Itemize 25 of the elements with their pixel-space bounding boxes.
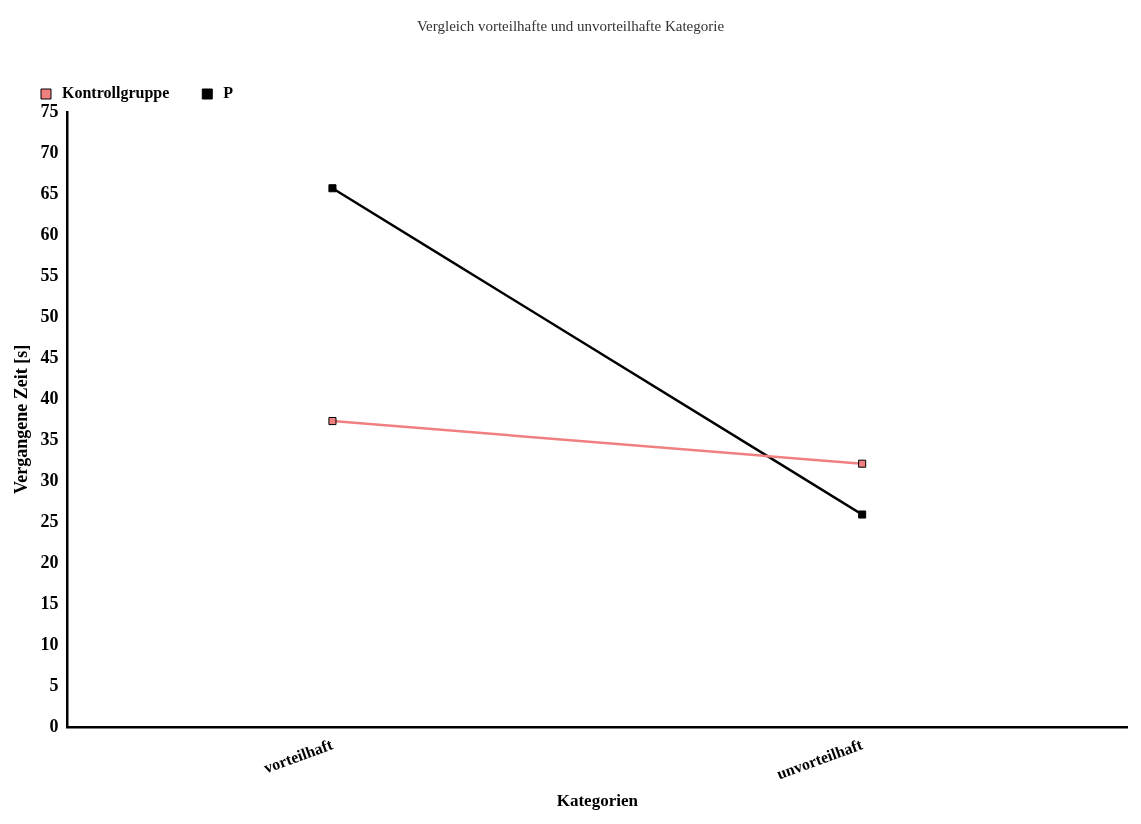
y-tick-label: 35	[40, 428, 59, 449]
y-tick-label: 10	[40, 633, 59, 654]
y-tick-label: 50	[40, 305, 59, 326]
y-tick-label: 55	[40, 264, 59, 285]
y-tick-label: 65	[40, 182, 59, 203]
y-tick-label: 70	[40, 141, 59, 162]
y-tick-label: 0	[49, 715, 59, 736]
point	[328, 417, 337, 426]
legend-label: Kontrollgruppe	[62, 84, 170, 103]
y-axis-title: Vergangene Zeit [s]	[11, 344, 32, 495]
y-tick-label: 5	[49, 674, 59, 695]
y-tick-label: 20	[40, 551, 59, 572]
y-tick-label: 40	[40, 387, 59, 408]
y-tick-label: 75	[40, 100, 59, 121]
y-tick-label: 15	[40, 592, 59, 613]
point	[328, 184, 337, 193]
y-tick-label: 25	[40, 510, 59, 531]
chart-title: Vergleich vorteilhafte und unvorteilhafte Kategorie	[416, 17, 725, 34]
y-tick-label: 45	[40, 346, 59, 367]
legend-label: P	[223, 84, 234, 102]
point	[858, 510, 867, 519]
y-tick-label: 60	[40, 223, 59, 244]
y-tick-label: 30	[40, 469, 59, 490]
point	[858, 459, 867, 468]
x-axis-title: Kategorien	[556, 791, 639, 811]
